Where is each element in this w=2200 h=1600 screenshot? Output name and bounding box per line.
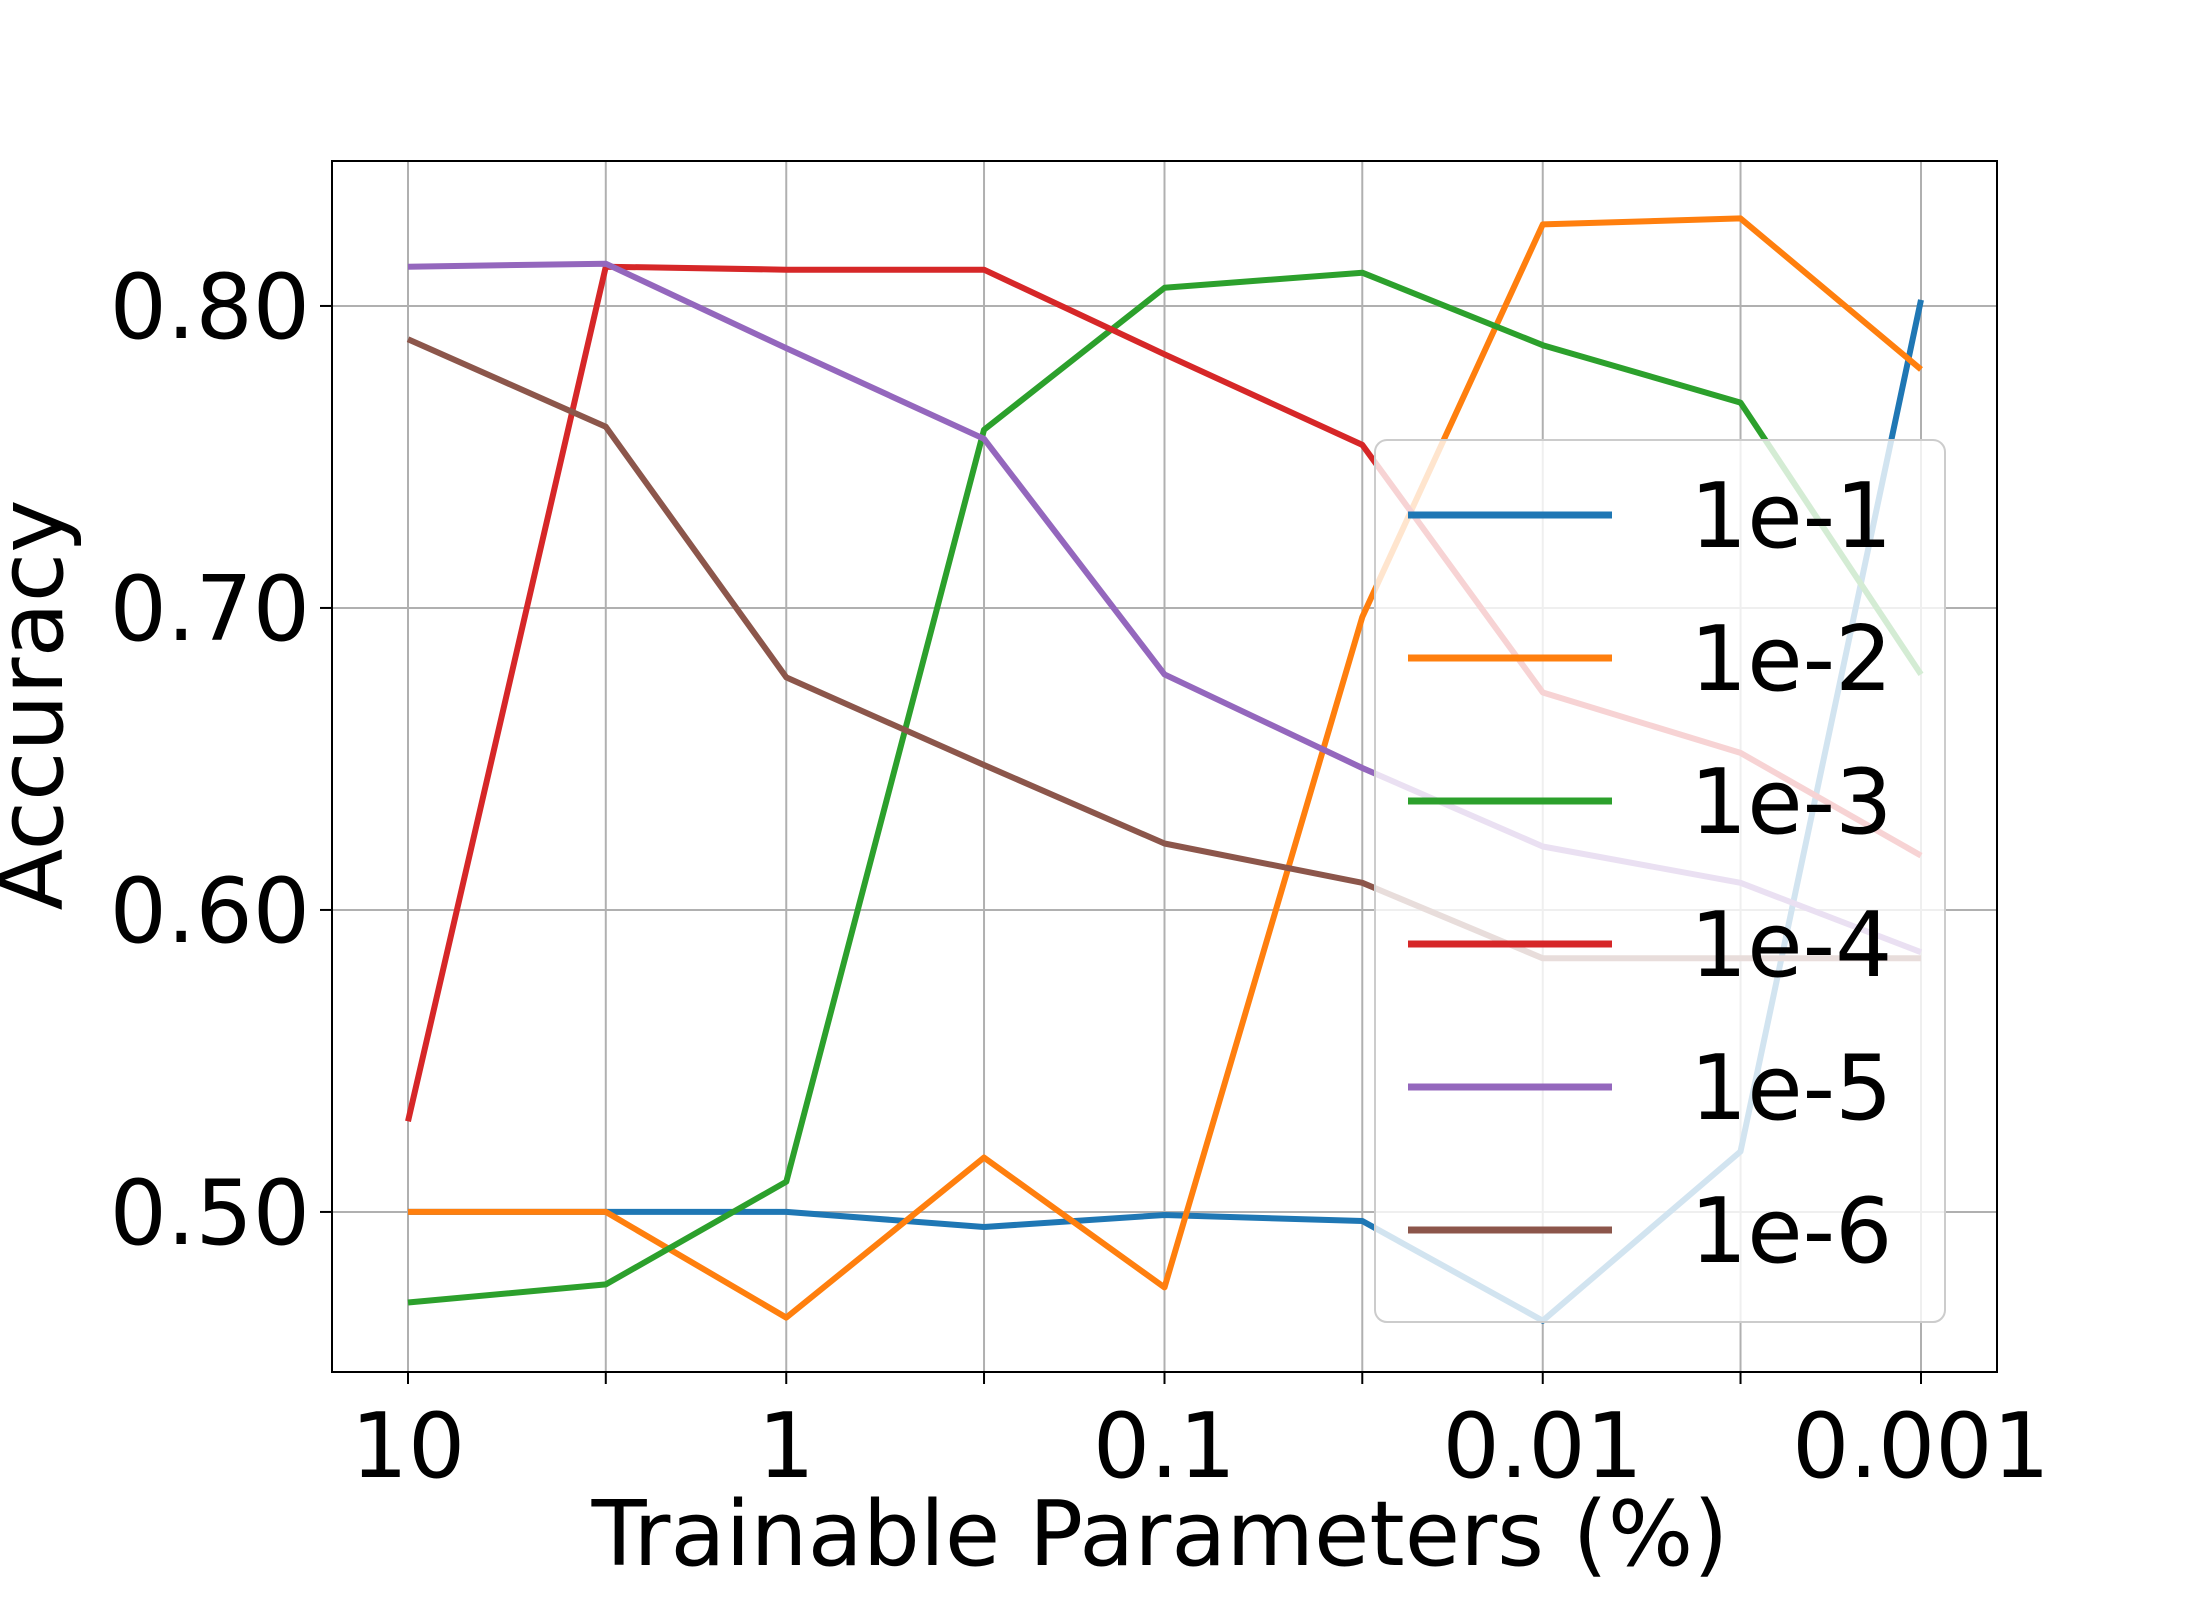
y-tick-label: 0.70: [110, 557, 310, 662]
series-line-1e-3: [407, 269, 1924, 1306]
plot-area: 10 1 0.1 0.01 0.0010.500.600.700.801e-11e-21…: [110, 160, 2050, 1499]
legend-label-1e-3: 1e-3: [1690, 750, 1892, 855]
x-axis-label: Trainable Parameters (%): [591, 1482, 1729, 1587]
y-tick-label: 0.50: [110, 1161, 310, 1266]
x-tick-label: 0.001: [1792, 1394, 2050, 1499]
x-tick-label: 0.01: [1443, 1394, 1643, 1499]
legend: 1e-1 1e-2 1e-3 1e-4 1e-5 1e-6: [1374, 439, 1946, 1323]
x-tick-label: 10: [351, 1394, 466, 1499]
legend-label-1e-5: 1e-5: [1690, 1036, 1892, 1141]
y-tick-label: 0.80: [110, 255, 310, 360]
legend-label-1e-1: 1e-1: [1690, 464, 1892, 569]
y-axis-label: Accuracy: [0, 500, 84, 911]
legend-label-1e-4: 1e-4: [1690, 893, 1892, 998]
x-tick-label: 0.1: [1093, 1394, 1236, 1499]
legend-label-1e-6: 1e-6: [1690, 1179, 1892, 1284]
y-tick-label: 0.60: [110, 859, 310, 964]
x-tick-label: 1: [758, 1394, 815, 1499]
legend-label-1e-2: 1e-2: [1690, 607, 1892, 712]
